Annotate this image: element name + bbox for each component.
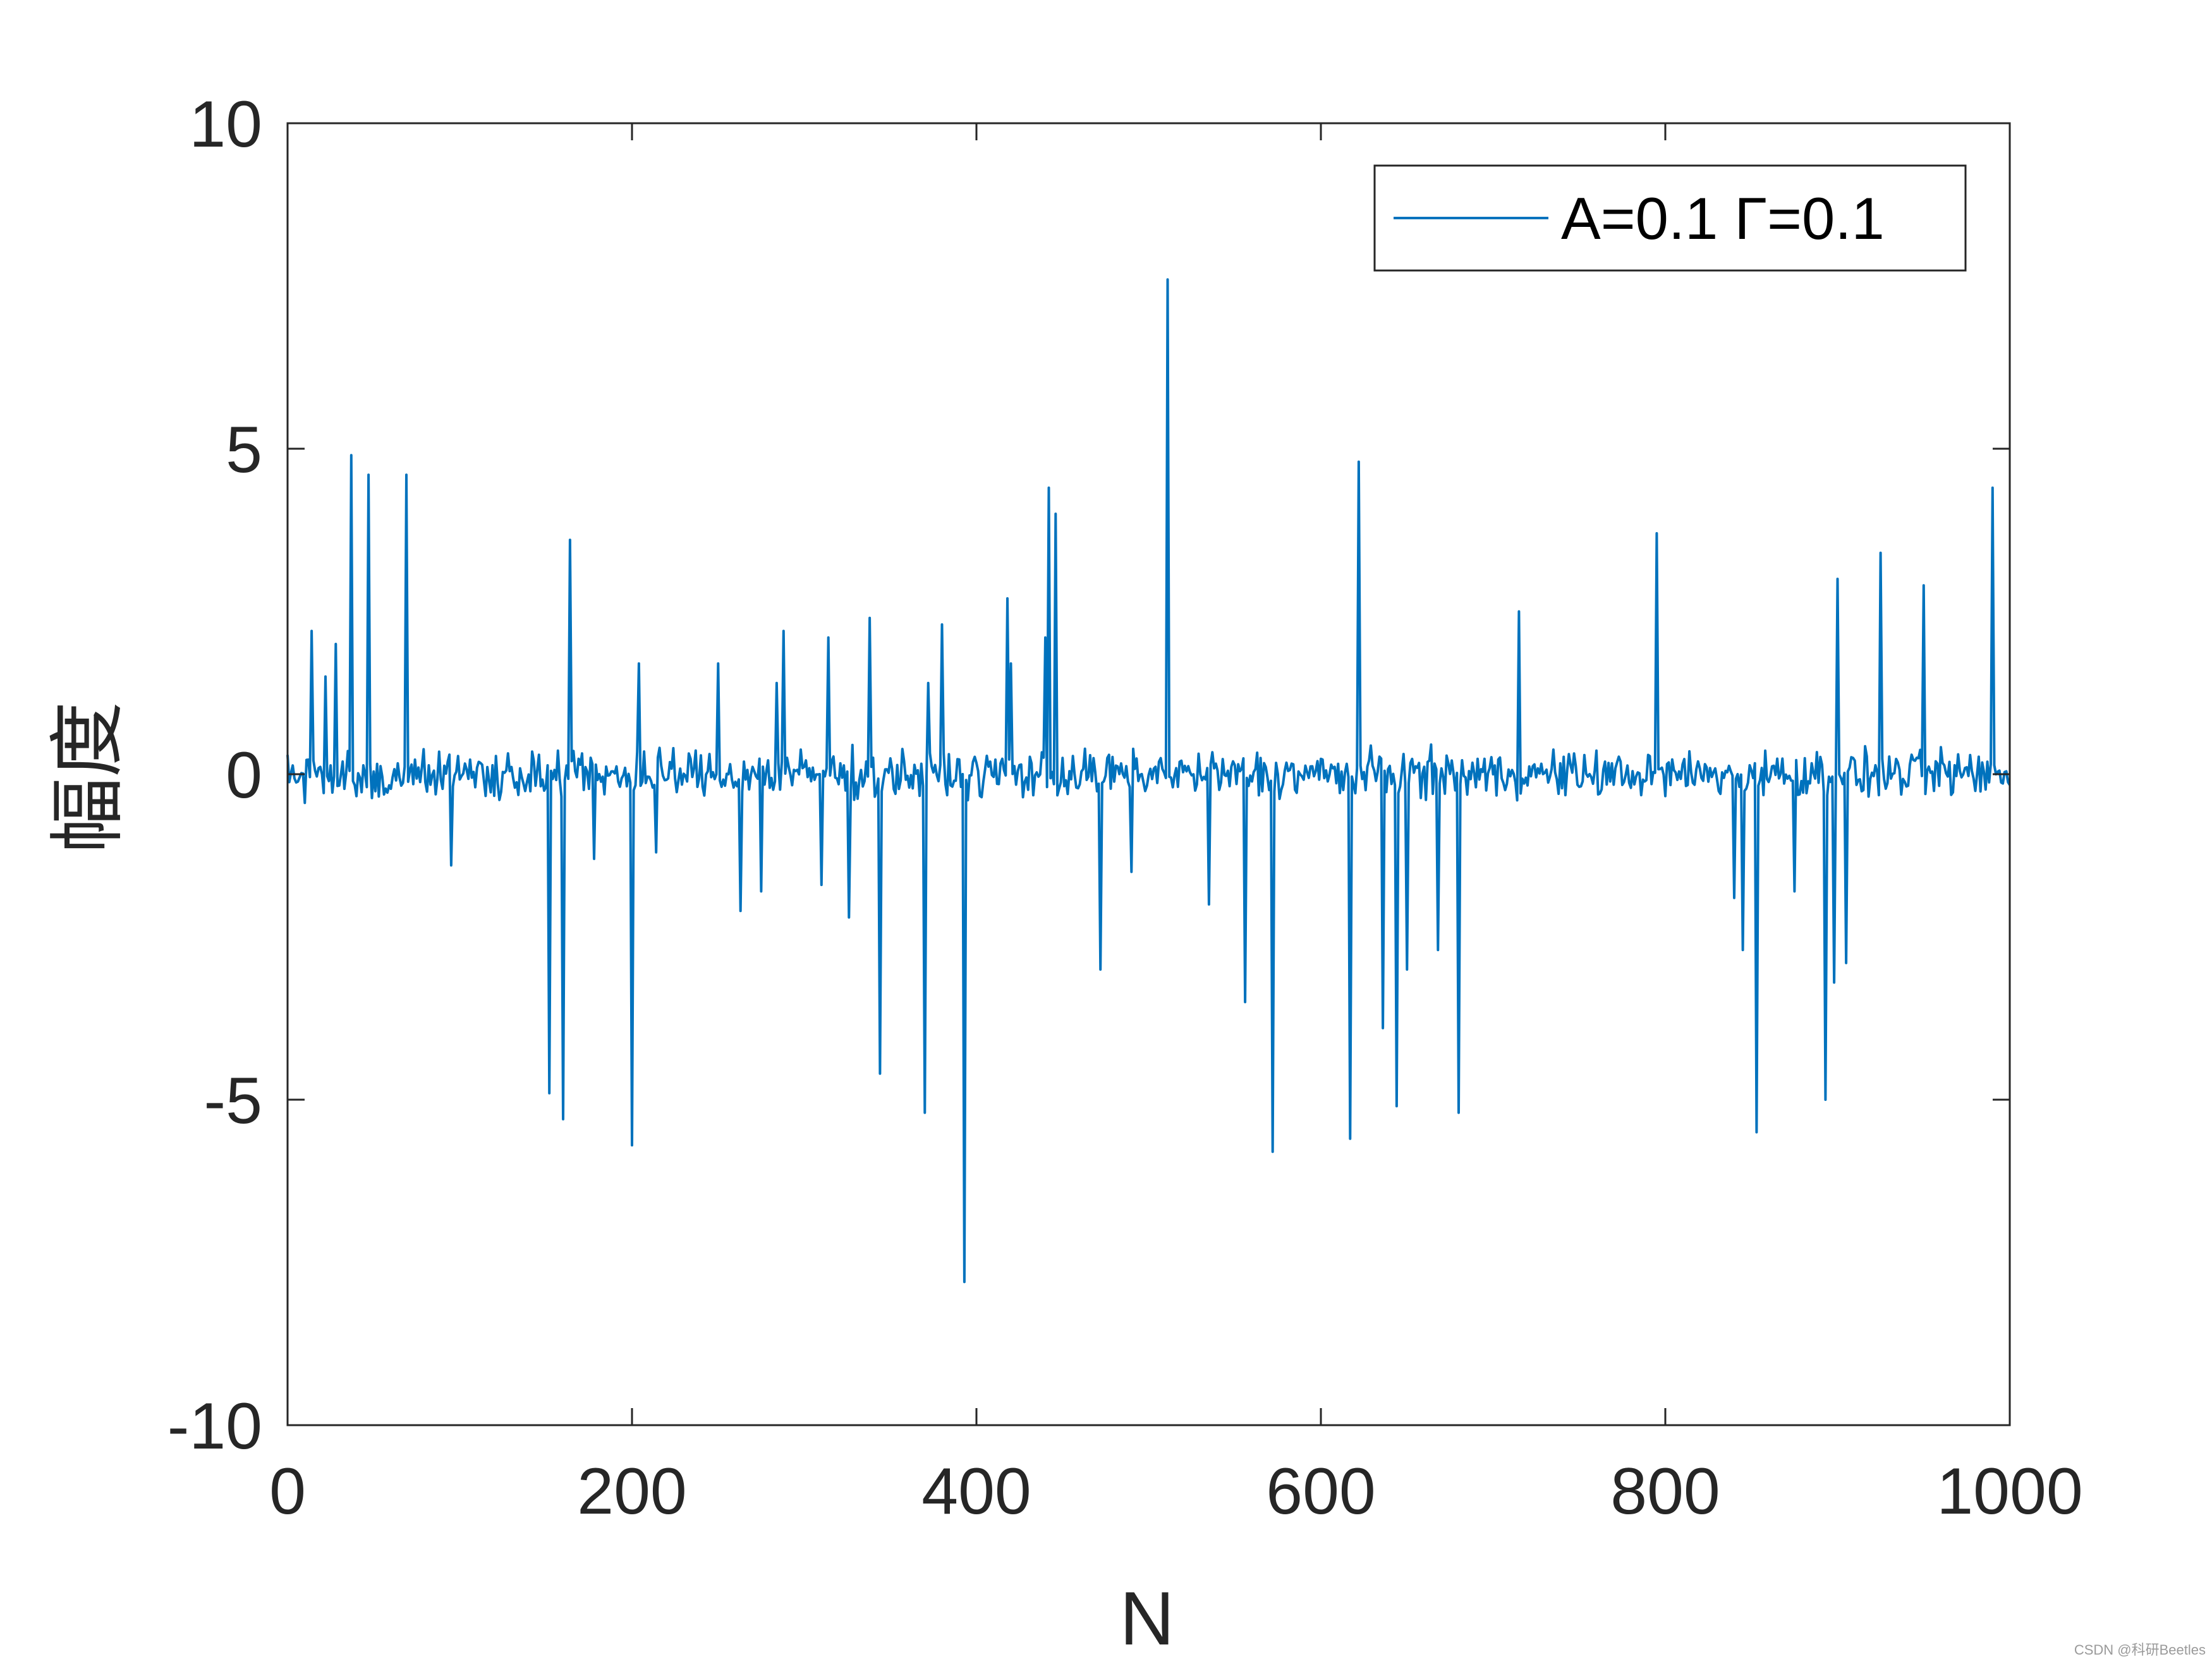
series-line [286, 278, 2011, 1284]
watermark: CSDN @科研Beetles [2074, 1642, 2206, 1658]
legend: A=0.1 Γ=0.1 [1373, 164, 1967, 272]
y-tick-label: -10 [167, 1390, 262, 1463]
y-axis-label: 幅度 [44, 702, 132, 853]
plot-area [286, 278, 2011, 1284]
ticks [286, 122, 2011, 1426]
x-axis-label: N [1120, 1576, 1175, 1659]
x-tick-label: 200 [577, 1455, 687, 1528]
x-tick-label: 1000 [1936, 1455, 2082, 1528]
y-tick-label: -5 [204, 1064, 262, 1138]
legend-entry-label: A=0.1 Γ=0.1 [1561, 185, 1885, 252]
x-tick-label: 400 [921, 1455, 1031, 1528]
tick-labels: 0 200 400 600 800 1000 -10 -5 0 5 10 [167, 88, 2083, 1528]
y-tick-label: 10 [189, 88, 262, 161]
y-tick-label: 0 [226, 739, 262, 812]
y-tick-label: 5 [226, 413, 262, 487]
x-tick-label: 0 [269, 1455, 306, 1528]
x-tick-label: 800 [1610, 1455, 1720, 1528]
x-tick-label: 600 [1266, 1455, 1376, 1528]
